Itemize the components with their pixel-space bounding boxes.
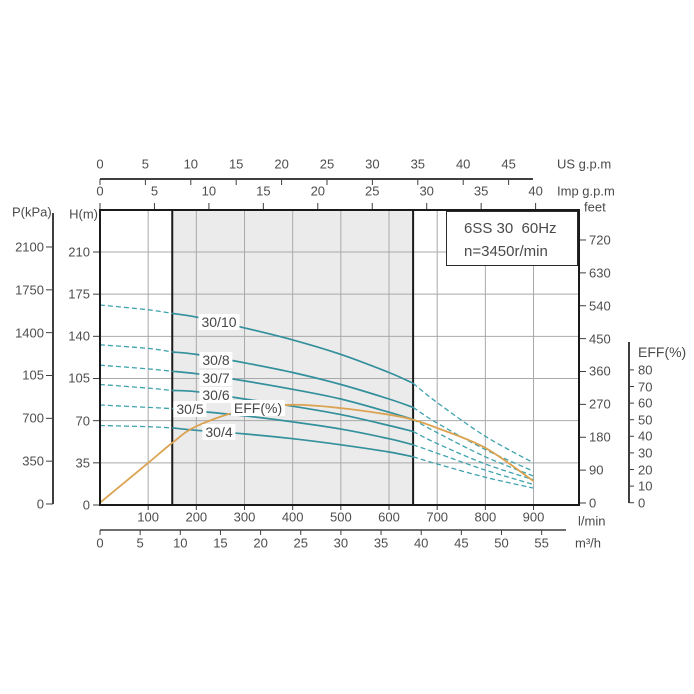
speed-label: n=3450r/min: [464, 243, 548, 260]
model-label: 6SS 30 60Hz: [464, 220, 557, 237]
curve-label-eff: EFF(%): [230, 400, 286, 416]
curve-label-30-5: 30/5: [173, 401, 207, 417]
title-box: 6SS 30 60Hz n=3450r/min: [446, 211, 578, 266]
lmin-axis-title: l/min: [578, 513, 606, 529]
us-gpm-axis-title: US g.p.m: [557, 156, 612, 172]
pressure-axis-title: P(kPa): [12, 204, 52, 220]
head-axis-title: H(m): [69, 206, 98, 222]
curve-label-30-7: 30/7: [199, 370, 233, 386]
feet-axis-title: feet: [584, 199, 606, 215]
m3h-axis-title: m³/h: [575, 535, 601, 551]
curve-label-30-10: 30/10: [198, 314, 240, 330]
eff-axis-title: EFF(%): [638, 344, 687, 360]
curve-label-30-6: 30/6: [199, 387, 233, 403]
curve-label-30-8: 30/8: [199, 352, 233, 368]
imp-gpm-axis-title: Imp g.p.m: [557, 183, 615, 199]
curve-label-30-4: 30/4: [202, 424, 236, 440]
